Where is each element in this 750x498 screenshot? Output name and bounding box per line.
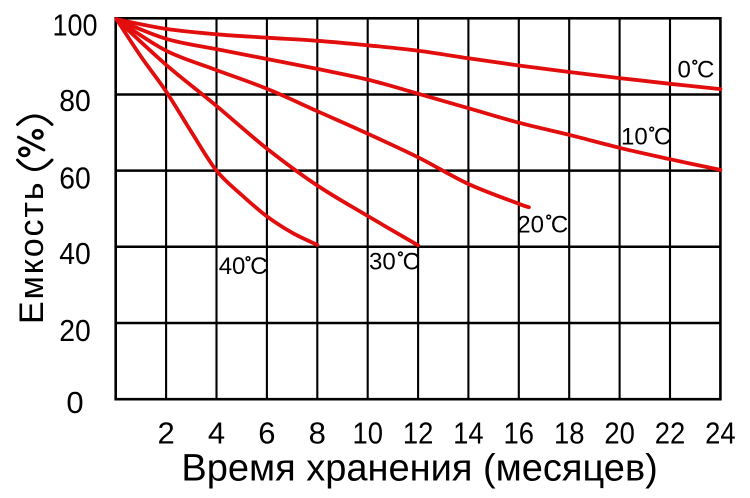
svg-text:18: 18 — [554, 416, 585, 451]
svg-text:20: 20 — [517, 212, 544, 239]
svg-text:10: 10 — [352, 416, 383, 451]
svg-text:8: 8 — [309, 416, 326, 451]
svg-text:20: 20 — [59, 313, 91, 348]
svg-text:14: 14 — [453, 416, 484, 451]
svg-text:C: C — [654, 124, 671, 151]
svg-text:60: 60 — [59, 160, 91, 195]
svg-text:Емкость: Емкость — [13, 183, 51, 325]
svg-text:C: C — [250, 253, 267, 280]
svg-text:40: 40 — [59, 236, 91, 271]
svg-text:0: 0 — [678, 57, 691, 84]
svg-text:12: 12 — [403, 416, 434, 451]
svg-text:10: 10 — [621, 124, 648, 151]
svg-text:0: 0 — [66, 385, 83, 420]
svg-text:20: 20 — [604, 416, 635, 451]
svg-text:C: C — [403, 248, 420, 275]
svg-text:24: 24 — [705, 416, 736, 451]
svg-text:40: 40 — [219, 253, 246, 280]
svg-text:Время хранения (месяцев): Время хранения (месяцев) — [181, 448, 657, 490]
svg-text:30: 30 — [369, 248, 396, 275]
svg-text:C: C — [551, 212, 568, 239]
svg-text:2: 2 — [157, 416, 174, 451]
svg-text:16: 16 — [504, 416, 535, 451]
svg-text:C: C — [697, 57, 714, 84]
svg-text:100: 100 — [53, 8, 98, 43]
svg-text:80: 80 — [59, 83, 91, 118]
svg-text:22: 22 — [655, 416, 686, 451]
svg-text:4: 4 — [208, 416, 225, 451]
svg-text:6: 6 — [258, 416, 275, 451]
